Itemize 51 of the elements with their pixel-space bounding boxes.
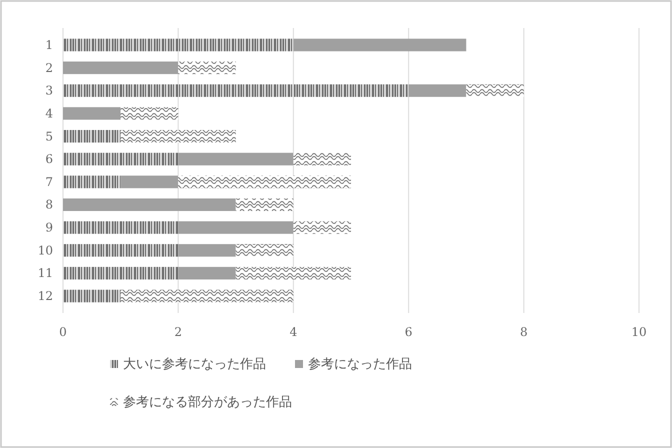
x-tick-label: 0 (59, 325, 67, 339)
bar (293, 152, 351, 166)
bar (236, 198, 294, 212)
bar (178, 266, 236, 280)
bar (63, 84, 409, 97)
bar (236, 244, 294, 257)
y-tick-label: 3 (45, 84, 53, 98)
bar (178, 244, 236, 257)
x-tick-label: 10 (631, 325, 647, 339)
y-tick-label: 12 (38, 289, 53, 304)
y-tick-label: 4 (45, 106, 54, 120)
bar (63, 130, 121, 143)
x-tick-label: 8 (520, 325, 528, 339)
bar (236, 266, 351, 280)
bar (178, 62, 236, 74)
x-tick-label: 2 (174, 325, 182, 339)
bar (178, 152, 294, 166)
y-tick-label: 2 (45, 60, 53, 75)
y-tick-label: 10 (38, 243, 53, 258)
y-tick-label: 11 (38, 266, 53, 280)
bar (63, 266, 178, 280)
y-tick-label: 9 (45, 220, 53, 235)
y-tick-label: 6 (45, 152, 53, 166)
bar (293, 221, 351, 234)
bar (293, 38, 466, 52)
bar (63, 176, 121, 188)
x-tick-label: 4 (290, 325, 298, 339)
legend-label: 大いに参考になった作品 (123, 357, 266, 372)
bar (63, 198, 236, 212)
bar (63, 38, 294, 52)
bar (178, 221, 294, 234)
bar (63, 107, 121, 120)
bar (120, 107, 178, 120)
bar (120, 290, 294, 302)
bar (63, 290, 121, 302)
bar (63, 152, 178, 166)
y-tick-label: 1 (45, 38, 53, 52)
legend-label: 参考になった作品 (308, 357, 412, 372)
bar (63, 244, 178, 257)
y-tick-label: 5 (45, 129, 53, 144)
bar (120, 176, 178, 188)
legend-label: 参考になる部分があった作品 (123, 395, 292, 410)
bar (466, 84, 524, 97)
bar (408, 84, 466, 97)
bar (63, 62, 178, 74)
y-tick-label: 8 (45, 198, 53, 212)
bar (178, 176, 351, 188)
bar (63, 221, 178, 234)
bar (120, 130, 236, 143)
x-tick-label: 6 (404, 325, 412, 339)
y-tick-label: 7 (45, 174, 53, 189)
